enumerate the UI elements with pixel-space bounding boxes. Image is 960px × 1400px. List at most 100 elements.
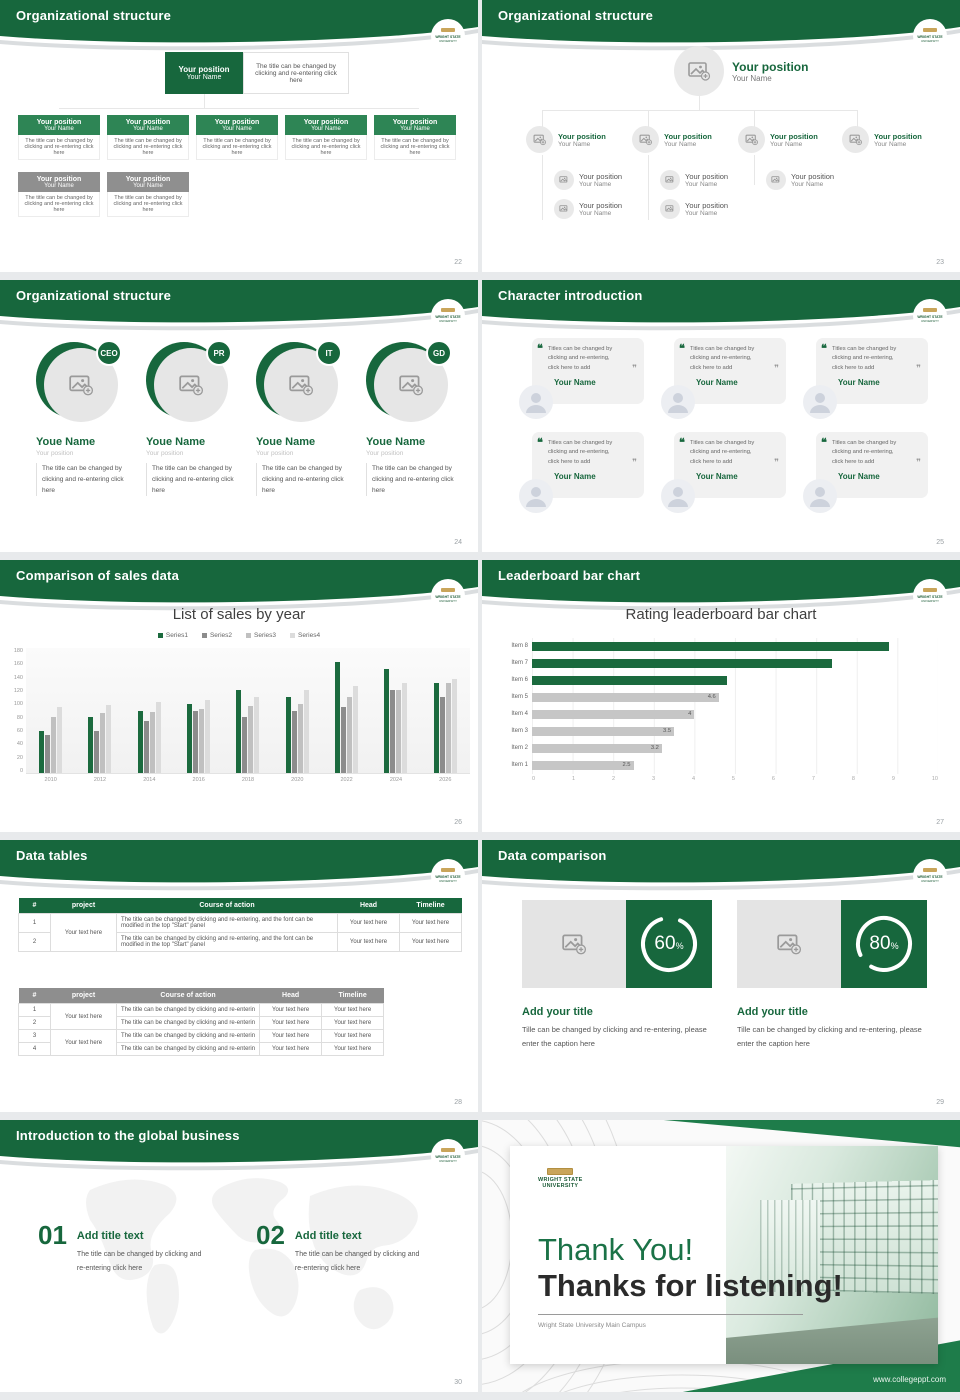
svg-text:WRIGHT STATE: WRIGHT STATE [435, 595, 461, 599]
bar-row [532, 638, 938, 655]
bar [248, 705, 254, 773]
name-label: Your Name [732, 73, 772, 83]
slide-26-sales-comparison[interactable]: Comparison of sales data WRIGHT STATE UN… [0, 560, 478, 832]
percent-value: 60% [654, 933, 684, 954]
slide-22-org-structure[interactable]: Organizational structure WRIGHT STATE UN… [0, 0, 478, 272]
legend-item: Series2 [201, 632, 232, 639]
position-label: Your position [770, 131, 818, 141]
connector-line [542, 155, 543, 220]
item-title: Add title text [76, 1230, 144, 1242]
name-label: Youe Name [36, 436, 96, 448]
university-logo-icon: WRIGHT STATE UNIVERSITY [431, 19, 465, 53]
bar [291, 710, 297, 773]
university-logo-icon: WRIGHT STATE UNIVERSITY [431, 1139, 465, 1173]
thank-you-card: WRIGHT STATE UNIVERSITY Thank You! Thank… [510, 1146, 938, 1364]
name-label: Your Name [222, 125, 252, 132]
item-body: The title can be changed by clicking and… [294, 1251, 420, 1272]
university-logo-icon: WRIGHT STATE UNIVERSITY [913, 299, 947, 333]
legend-chip [290, 633, 296, 638]
open-quote-icon: ❝ [537, 343, 543, 355]
cell-num: 2 [18, 1016, 51, 1030]
name-label: Your Name [311, 125, 341, 132]
person-avatar-icon [661, 479, 695, 513]
legend-item: Series1 [157, 632, 188, 639]
position-label: Your position [874, 131, 922, 141]
bar [532, 659, 833, 668]
org-box-desc: The title can be changed by clicking and… [285, 135, 367, 160]
cell-timeline: Your text here [399, 913, 462, 933]
position-label: Your position [791, 172, 835, 181]
svg-text:UNIVERSITY: UNIVERSITY [439, 39, 457, 43]
position-label: Your position [36, 175, 82, 183]
slide-24-org-structure[interactable]: Organizational structure WRIGHT STATE UN… [0, 280, 478, 552]
svg-text:WRIGHT STATE: WRIGHT STATE [917, 595, 943, 599]
quote-card: ❝ Titles can be changed by clicking and r… [803, 432, 928, 513]
progress-panel: 80% [841, 900, 927, 988]
person-avatar-icon [519, 385, 553, 419]
position-label: Your position [558, 131, 606, 141]
slide-30-global-business[interactable]: Introduction to the global business WRIG… [0, 1120, 478, 1392]
slide-25-character-introduction[interactable]: Character introduction WRIGHT STATE UNIV… [482, 280, 960, 552]
svg-text:WRIGHT STATE: WRIGHT STATE [917, 315, 943, 319]
header-band [482, 280, 960, 331]
divider [538, 1314, 803, 1315]
bar [242, 717, 248, 773]
bar [100, 712, 106, 773]
add-image-icon [777, 934, 802, 955]
slide-29-data-comparison[interactable]: Data comparison WRIGHT STATE UNIVERSITY … [482, 840, 960, 1112]
slide-27-leaderboard[interactable]: Leaderboard bar chart WRIGHT STATE UNIVE… [482, 560, 960, 832]
col-header: # [18, 898, 51, 914]
org-box: Your position Your Name The title can be c… [107, 172, 189, 217]
quote-card: ❝ Titles can be changed by clicking and r… [519, 338, 644, 419]
name-label: Your Name [696, 471, 738, 481]
plot-area [26, 648, 470, 774]
website-url: www.collegeppt.com [873, 1375, 946, 1384]
slide-31-thank-you[interactable]: WRIGHT STATE UNIVERSITY Thank You! Thank… [482, 1120, 960, 1392]
bar-row: 3.2 [532, 740, 938, 757]
cell-head: Your text here [259, 1042, 323, 1056]
bar [193, 710, 199, 773]
position-label: Your position [392, 118, 438, 126]
person-column: IT Youe Name Your position The title can… [256, 340, 356, 497]
org-node: Your position Your Name [842, 126, 922, 153]
bar [39, 731, 45, 773]
position-label: Your position [579, 172, 623, 181]
person-avatar-icon [803, 479, 837, 513]
legend-chip [201, 633, 207, 638]
position-label: Your position [256, 450, 294, 457]
bar [137, 710, 143, 773]
close-quote-icon: ❞ [774, 457, 779, 467]
cell-project: Your text here [50, 913, 117, 952]
svg-text:UNIVERSITY: UNIVERSITY [921, 879, 939, 883]
block-title: Add your title [522, 1006, 593, 1018]
svg-text:UNIVERSITY: UNIVERSITY [439, 319, 457, 323]
bar: 3.5 [532, 727, 675, 736]
university-logo-icon: WRIGHT STATE UNIVERSITY [431, 859, 465, 893]
progress-ring [856, 916, 912, 972]
bar [402, 682, 408, 773]
bar [390, 689, 396, 773]
photo-placeholder [522, 900, 626, 988]
photo-placeholder [674, 46, 724, 96]
name-label: Your Name [685, 210, 718, 217]
svg-text:WRIGHT STATE: WRIGHT STATE [435, 1155, 461, 1159]
name-label: Your Name [554, 471, 596, 481]
name-label: Your Name [579, 210, 612, 217]
x-axis-ticks: 0 1 2 3 4 5 6 7 8 9 10 [532, 776, 938, 782]
col-header: project [50, 988, 117, 1004]
cell-timeline: Your text here [321, 1042, 385, 1056]
connector-line [699, 92, 700, 110]
bar [205, 700, 211, 773]
svg-text:WRIGHT STATE: WRIGHT STATE [917, 875, 943, 879]
quote-card: ❝ Titles can be changed by clicking and r… [803, 338, 928, 419]
org-node: Your position Your Name [632, 126, 712, 153]
bar-group [335, 648, 359, 773]
legend-label: Series1 [165, 632, 188, 639]
slide-28-data-tables[interactable]: Data tables WRIGHT STATE UNIVERSITY # pr… [0, 840, 478, 1112]
bar [532, 642, 890, 651]
bar [433, 682, 439, 773]
thank-you-heading: Thank You! [538, 1232, 694, 1267]
bar: 3.2 [532, 744, 662, 753]
page-number: 30 [454, 1379, 462, 1386]
slide-23-org-structure[interactable]: Organizational structure WRIGHT STATE UN… [482, 0, 960, 272]
